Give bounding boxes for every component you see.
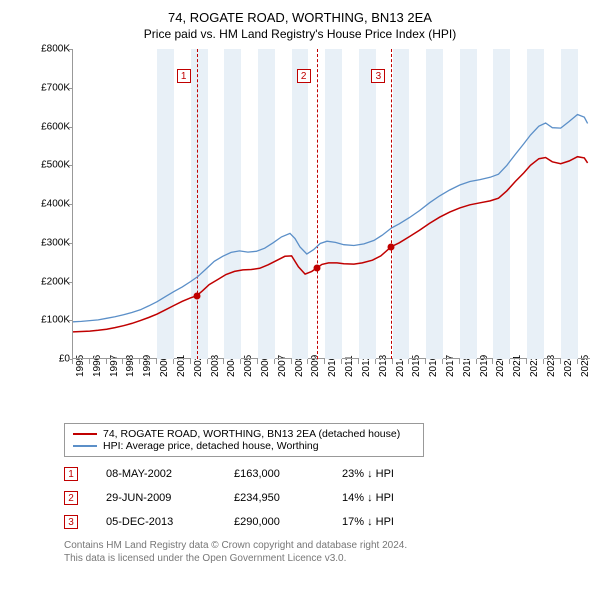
xtick-mark xyxy=(324,359,325,364)
xtick-mark xyxy=(257,359,258,364)
xtick-mark xyxy=(291,359,292,364)
transaction-price: £290,000 xyxy=(234,516,314,528)
legend-label: 74, ROGATE ROAD, WORTHING, BN13 2EA (det… xyxy=(103,428,400,440)
legend-swatch xyxy=(73,445,97,447)
transaction-index-box: 1 xyxy=(64,467,78,481)
transaction-marker xyxy=(313,264,320,271)
chart-container: 74, ROGATE ROAD, WORTHING, BN13 2EA Pric… xyxy=(0,0,600,590)
ytick-label: £500K xyxy=(41,160,70,171)
transaction-date: 29-JUN-2009 xyxy=(106,492,206,504)
xtick-mark xyxy=(476,359,477,364)
xtick-mark xyxy=(341,359,342,364)
transaction-table: 1 08-MAY-2002 £163,000 23% ↓ HPI 2 29-JUN-200… xyxy=(64,467,590,529)
xtick-mark xyxy=(425,359,426,364)
transaction-diff: 14% ↓ HPI xyxy=(342,492,432,504)
ytick-label: £800K xyxy=(41,44,70,55)
transaction-marker xyxy=(193,292,200,299)
legend-swatch xyxy=(73,433,97,435)
xtick-mark xyxy=(274,359,275,364)
footer-line: Contains HM Land Registry data © Crown c… xyxy=(64,539,590,552)
xtick-mark xyxy=(207,359,208,364)
xtick-mark xyxy=(358,359,359,364)
ytick-label: £200K xyxy=(41,276,70,287)
legend-box: 74, ROGATE ROAD, WORTHING, BN13 2EA (det… xyxy=(64,423,424,457)
xtick-mark xyxy=(122,359,123,364)
ytick-label: £400K xyxy=(41,199,70,210)
footer-line: This data is licensed under the Open Gov… xyxy=(64,552,590,565)
xtick-mark xyxy=(173,359,174,364)
xtick-mark xyxy=(543,359,544,364)
xtick-mark xyxy=(190,359,191,364)
transaction-row: 1 08-MAY-2002 £163,000 23% ↓ HPI xyxy=(64,467,590,481)
line-series xyxy=(73,49,591,359)
transaction-row: 2 29-JUN-2009 £234,950 14% ↓ HPI xyxy=(64,491,590,505)
transaction-marker xyxy=(388,243,395,250)
transaction-index-box: 2 xyxy=(64,491,78,505)
plot-region: 123 xyxy=(72,49,590,359)
chart-area: £0£100K£200K£300K£400K£500K£600K£700K£80… xyxy=(30,49,590,389)
transaction-date: 05-DEC-2013 xyxy=(106,516,206,528)
xtick-mark xyxy=(492,359,493,364)
chart-subtitle: Price paid vs. HM Land Registry's House … xyxy=(10,27,590,41)
legend-item-price-paid: 74, ROGATE ROAD, WORTHING, BN13 2EA (det… xyxy=(73,428,415,440)
xtick-mark xyxy=(509,359,510,364)
xtick-mark xyxy=(408,359,409,364)
legend-label: HPI: Average price, detached house, Wort… xyxy=(103,440,319,452)
ytick-label: £300K xyxy=(41,237,70,248)
xtick-mark xyxy=(72,359,73,364)
legend-item-hpi: HPI: Average price, detached house, Wort… xyxy=(73,440,415,452)
transaction-diff: 23% ↓ HPI xyxy=(342,468,432,480)
xtick-mark xyxy=(307,359,308,364)
transaction-index-box: 3 xyxy=(64,515,78,529)
ytick-label: £700K xyxy=(41,82,70,93)
xtick-mark xyxy=(106,359,107,364)
xtick-mark xyxy=(240,359,241,364)
xtick-mark xyxy=(526,359,527,364)
xtick-mark xyxy=(156,359,157,364)
transaction-price: £163,000 xyxy=(234,468,314,480)
xtick-mark xyxy=(577,359,578,364)
xtick-mark xyxy=(89,359,90,364)
series-line-hpi xyxy=(73,115,588,322)
transaction-price: £234,950 xyxy=(234,492,314,504)
chart-title: 74, ROGATE ROAD, WORTHING, BN13 2EA xyxy=(10,10,590,25)
transaction-row: 3 05-DEC-2013 £290,000 17% ↓ HPI xyxy=(64,515,590,529)
ytick-label: £600K xyxy=(41,121,70,132)
xtick-mark xyxy=(560,359,561,364)
ytick-label: £100K xyxy=(41,315,70,326)
xtick-mark xyxy=(392,359,393,364)
transaction-date: 08-MAY-2002 xyxy=(106,468,206,480)
xtick-mark xyxy=(223,359,224,364)
transaction-diff: 17% ↓ HPI xyxy=(342,516,432,528)
xtick-mark xyxy=(459,359,460,364)
xtick-mark xyxy=(442,359,443,364)
footer-attribution: Contains HM Land Registry data © Crown c… xyxy=(64,539,590,565)
xtick-mark xyxy=(375,359,376,364)
xtick-mark xyxy=(139,359,140,364)
